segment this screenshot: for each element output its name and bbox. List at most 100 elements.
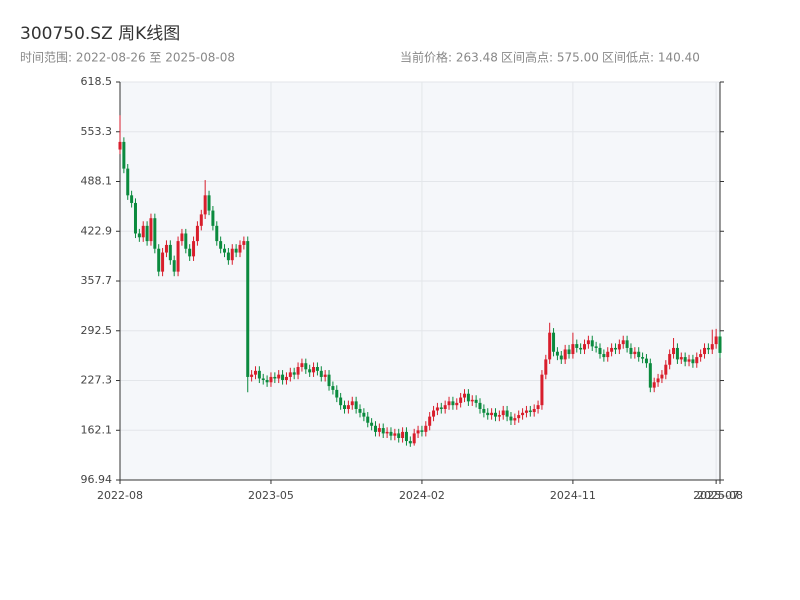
candle-body: [540, 374, 544, 406]
candle-body: [625, 340, 629, 348]
candle-body: [641, 357, 645, 359]
candle-body: [331, 386, 335, 390]
candle-body: [292, 372, 296, 375]
candle-body: [490, 412, 494, 416]
candle-body: [118, 141, 122, 150]
stat: 当前价格: 263.48: [400, 50, 498, 65]
candle-body: [497, 415, 501, 417]
y-tick-label: 553.3: [81, 125, 113, 138]
candle-body: [354, 401, 358, 409]
candle-body: [532, 408, 536, 413]
candle-body: [184, 233, 188, 249]
candle-body: [521, 412, 525, 416]
candle-body: [509, 416, 513, 421]
candle-body: [250, 374, 254, 377]
candle-body: [412, 433, 416, 444]
candle-body: [168, 244, 172, 261]
candle-body: [389, 431, 393, 436]
candle-body: [493, 412, 497, 417]
candle-body: [672, 347, 676, 355]
candle-body: [137, 233, 141, 238]
candle-body: [552, 332, 556, 352]
candle-body: [269, 376, 273, 383]
candle-body: [528, 410, 532, 413]
candle-body: [451, 401, 455, 406]
x-tick-label: 2025-08: [697, 489, 743, 502]
candle-body: [192, 241, 196, 257]
candle-body: [211, 210, 215, 226]
candle-body: [691, 359, 695, 364]
candle-body: [401, 431, 405, 438]
candle-body: [718, 336, 722, 353]
candle-body: [327, 374, 331, 387]
candle-body: [435, 407, 439, 411]
candle-body: [447, 401, 451, 406]
candle-body: [695, 357, 699, 364]
candle-body: [319, 370, 323, 377]
candle-body: [281, 374, 285, 380]
candle-body: [315, 367, 319, 371]
candle-body: [459, 397, 463, 403]
candle-body: [652, 382, 656, 388]
candle-body: [660, 374, 664, 379]
candle-body: [675, 347, 679, 360]
candle-body: [164, 244, 168, 253]
candle-body: [257, 370, 261, 379]
candle-body: [296, 367, 300, 375]
candle-body: [153, 218, 157, 249]
candle-body: [420, 430, 424, 432]
candle-body: [346, 405, 350, 409]
candle-body: [439, 407, 443, 409]
y-tick-label: 227.3: [81, 374, 113, 387]
candle-body: [234, 248, 238, 253]
candle-body: [517, 415, 521, 419]
x-tick-label: 2024-11: [550, 489, 596, 502]
candle-body: [563, 349, 567, 360]
candle-body: [288, 372, 292, 377]
candle-body: [478, 402, 482, 409]
candle-body: [370, 422, 374, 426]
candle-body: [300, 363, 304, 368]
candle-body: [555, 351, 559, 356]
stat: 区间高点: 575.00: [501, 50, 599, 65]
candle-body: [176, 241, 180, 272]
candle-body: [215, 225, 219, 242]
candle-body: [362, 412, 366, 417]
candle-body: [397, 433, 401, 438]
candle-body: [253, 370, 257, 375]
candle-body: [470, 399, 474, 402]
candle-body: [122, 141, 126, 169]
candle-body: [358, 408, 362, 413]
candle-body: [617, 344, 621, 350]
candle-body: [594, 346, 598, 348]
candle-body: [180, 233, 184, 242]
y-tick-label: 162.1: [81, 423, 113, 436]
candle-body: [261, 378, 265, 380]
x-tick-label: 2023-05: [248, 489, 294, 502]
candle-body: [133, 202, 137, 234]
candle-body: [710, 344, 714, 350]
candle-body: [699, 354, 703, 358]
candle-body: [579, 347, 583, 350]
x-tick-label: 2022-08: [97, 489, 143, 502]
candle-body: [656, 378, 660, 383]
candle-body: [536, 405, 540, 409]
candle-body: [428, 416, 432, 426]
candle-body: [482, 408, 486, 413]
candle-body: [130, 195, 134, 203]
candle-body: [199, 214, 203, 226]
candle-body: [161, 252, 165, 272]
candle-body: [385, 431, 389, 434]
candle-body: [377, 428, 381, 432]
y-tick-label: 96.94: [81, 473, 113, 486]
candle-body: [381, 428, 385, 434]
candle-body: [687, 359, 691, 362]
candle-body: [443, 405, 447, 409]
candle-body: [335, 389, 339, 398]
candle-body: [602, 354, 606, 358]
candle-body: [466, 393, 470, 402]
candle-body: [141, 225, 145, 238]
candle-body: [226, 252, 230, 261]
candle-body: [308, 369, 312, 373]
candle-body: [343, 405, 347, 409]
